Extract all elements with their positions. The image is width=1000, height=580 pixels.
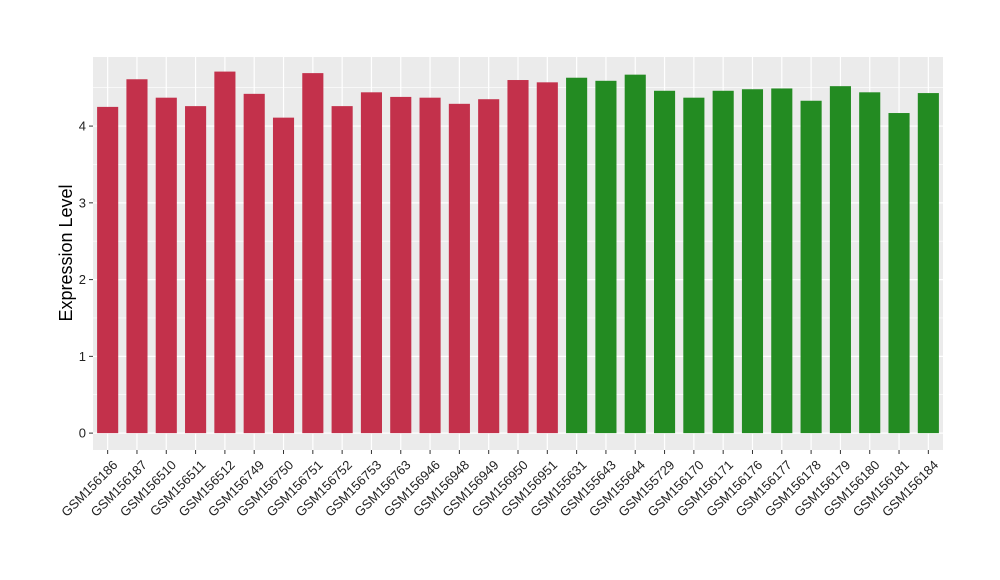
bar-GSM156171 (712, 90, 734, 434)
y-tick-label: 4 (79, 119, 86, 134)
bar-GSM155729 (654, 90, 676, 434)
bar-GSM156187 (126, 79, 148, 434)
bar-GSM156948 (448, 103, 470, 434)
bar-GSM156511 (185, 106, 207, 434)
bar-GSM156512 (214, 71, 236, 434)
y-tick-label: 0 (79, 426, 86, 441)
bar-GSM156946 (419, 97, 441, 434)
bar-GSM156951 (536, 82, 558, 434)
bar-GSM155631 (566, 77, 588, 434)
bar-GSM156180 (859, 92, 881, 434)
bar-GSM155644 (624, 74, 646, 434)
bar-GSM156170 (683, 97, 705, 434)
y-axis-title: Expression Level (56, 184, 76, 321)
y-axis: 0 1 2 3 4 (79, 119, 93, 441)
bar-GSM156510 (155, 97, 177, 434)
bar-GSM156186 (97, 106, 119, 434)
bar-GSM156751 (302, 73, 324, 434)
bar-GSM156750 (272, 117, 295, 434)
bars (97, 71, 939, 434)
bar-GSM156184 (917, 93, 939, 434)
bar-GSM156950 (507, 80, 529, 434)
bar-GSM156176 (741, 89, 764, 434)
bar-GSM156752 (331, 106, 353, 434)
bar-GSM156178 (800, 100, 822, 434)
bar-GSM156763 (390, 96, 412, 434)
bar-GSM156753 (360, 92, 382, 434)
y-tick-label: 1 (79, 349, 86, 364)
y-tick-label: 2 (79, 272, 86, 287)
bar-GSM156179 (829, 86, 851, 434)
bar-GSM156177 (771, 88, 793, 434)
x-axis: GSM156186GSM156187GSM156510GSM156511GSM1… (58, 450, 941, 520)
bar-GSM156949 (478, 99, 500, 434)
bar-GSM156749 (243, 93, 265, 434)
y-tick-label: 3 (79, 195, 86, 210)
bar-GSM155643 (595, 80, 617, 434)
bar-GSM156181 (888, 113, 910, 434)
